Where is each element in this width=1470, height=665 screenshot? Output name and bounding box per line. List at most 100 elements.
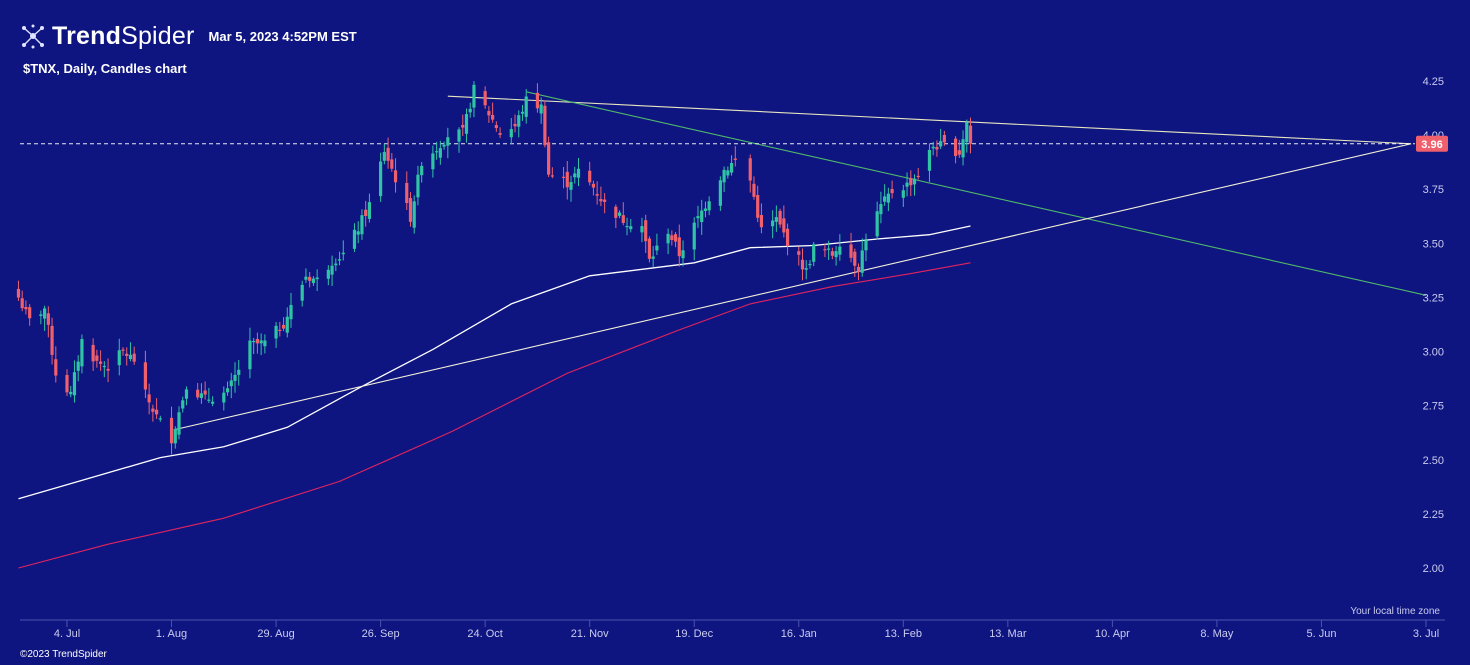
candle — [461, 114, 465, 136]
candle — [352, 223, 357, 252]
candle — [431, 145, 435, 178]
candle-body — [334, 263, 338, 266]
candle — [420, 162, 424, 183]
candle — [39, 310, 43, 325]
candle-body — [625, 225, 629, 228]
candle-body — [367, 202, 372, 219]
candle-body — [390, 159, 394, 169]
candle-body — [102, 365, 106, 368]
candle-body — [823, 249, 827, 251]
candle-body — [308, 276, 312, 281]
candle — [20, 290, 24, 312]
trendspider-logo-icon — [22, 24, 44, 49]
candle-body — [647, 238, 652, 259]
candle-body — [412, 201, 416, 228]
candle — [591, 180, 596, 196]
candle — [147, 383, 151, 415]
candle-body — [677, 237, 681, 257]
candle-body — [774, 217, 778, 222]
candle-body — [886, 193, 890, 203]
candle-body — [968, 125, 973, 144]
candle-body — [853, 251, 857, 266]
candle-body — [225, 388, 230, 393]
candle — [356, 221, 360, 244]
candle-body — [259, 340, 263, 344]
candle-body — [696, 216, 700, 219]
candle-body — [211, 401, 215, 404]
candle — [853, 248, 857, 277]
candle-body — [927, 149, 932, 171]
candle — [435, 141, 439, 160]
candle-body — [670, 235, 674, 241]
candle — [80, 334, 84, 374]
candle — [617, 210, 622, 219]
candle — [677, 224, 681, 267]
candle-body — [16, 288, 21, 298]
candle-body — [252, 340, 256, 343]
candle — [237, 360, 241, 386]
x-tick-label: 24. Oct — [467, 628, 502, 640]
candle-body — [72, 372, 77, 396]
candle-body — [54, 359, 58, 376]
candle — [576, 157, 581, 187]
candle-body — [393, 170, 398, 183]
candle-body — [797, 251, 801, 255]
candle — [535, 83, 540, 113]
candle-body — [222, 392, 226, 403]
candle — [412, 195, 416, 234]
candle — [644, 214, 648, 253]
candle-body — [901, 190, 905, 198]
candle-body — [128, 354, 133, 360]
candle — [203, 381, 207, 400]
candle-body — [860, 250, 864, 273]
candle-body — [24, 306, 28, 310]
candle — [169, 406, 174, 455]
candle-body — [147, 394, 151, 403]
candle — [569, 175, 573, 202]
candle — [334, 258, 338, 272]
candle — [550, 167, 554, 179]
candle — [181, 396, 185, 413]
candle — [939, 128, 943, 149]
candle-body — [640, 226, 644, 233]
candle — [812, 242, 816, 267]
candle-body — [879, 204, 883, 215]
candle — [830, 247, 834, 260]
candle — [337, 251, 342, 266]
candle-body — [442, 144, 446, 147]
candle-body — [431, 153, 435, 170]
candle-body — [834, 251, 838, 258]
candle — [222, 386, 226, 411]
candle — [808, 260, 812, 269]
candle — [487, 106, 491, 123]
moving-average-white — [18, 225, 971, 500]
candle — [42, 305, 47, 331]
x-tick-label: 1. Aug — [156, 628, 187, 640]
candle-body — [673, 234, 678, 242]
candle-body — [382, 152, 386, 161]
candle — [864, 233, 868, 262]
timezone-note: Your local time zone — [1350, 606, 1440, 617]
x-tick-label: 19. Dec — [675, 628, 713, 640]
candle — [647, 236, 652, 263]
candle-body — [909, 178, 913, 186]
candle — [931, 141, 935, 156]
candle — [364, 200, 368, 227]
candle-body — [965, 122, 969, 143]
candle-body — [405, 182, 409, 204]
candle — [274, 322, 278, 348]
candle-body — [729, 163, 734, 173]
candle — [393, 158, 398, 193]
candle — [800, 248, 805, 281]
candle-body — [42, 308, 47, 319]
candle — [651, 246, 655, 268]
y-tick-label: 3.50 — [1423, 238, 1444, 250]
candle — [520, 104, 525, 121]
candle — [211, 396, 215, 407]
candle-body — [379, 161, 383, 197]
candle — [961, 130, 965, 166]
candle — [673, 231, 678, 248]
candle-body — [576, 168, 581, 178]
candle — [927, 143, 932, 182]
